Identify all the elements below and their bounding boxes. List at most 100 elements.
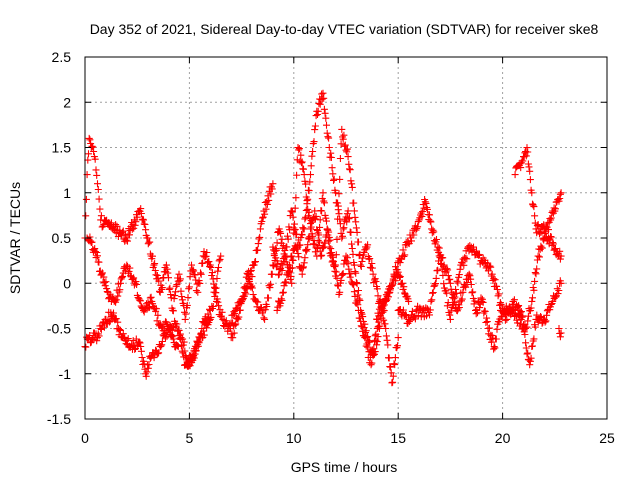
data-point-2 [167,331,175,339]
data-point-5 [369,270,377,278]
x-tick-label: 20 [495,430,511,446]
data-point-7 [462,283,470,291]
data-point-5 [368,260,376,267]
data-point-5 [302,193,310,201]
data-point-1 [130,224,138,232]
data-point-2 [179,341,187,349]
data-point-1 [91,155,99,163]
data-point-5 [323,217,330,225]
data-point-7 [517,308,525,316]
data-point-2 [203,324,211,332]
data-point-4 [314,111,321,118]
data-point-4 [261,306,269,314]
data-point-9 [524,160,532,168]
data-point-5 [270,246,278,254]
data-point-5 [383,336,391,344]
data-point-2 [216,255,224,263]
data-point-0 [82,343,90,351]
data-point-7 [422,199,430,207]
data-point-3 [267,190,275,198]
data-point-3 [171,292,179,300]
data-point-3 [189,266,197,274]
data-point-7 [386,286,394,294]
data-point-8 [470,243,477,251]
data-point-0 [145,361,153,368]
data-point-3 [248,273,256,281]
data-point-8 [530,335,538,343]
data-point-4 [260,314,268,322]
data-point-4 [340,224,348,232]
data-point-0 [129,337,137,345]
data-point-4 [372,336,380,344]
data-point-3 [144,240,152,248]
data-point-0 [158,341,166,349]
data-point-0 [105,318,113,326]
data-point-5 [364,241,372,249]
data-point-7 [455,304,463,311]
data-point-0 [116,326,124,334]
data-point-8 [447,307,455,315]
data-point-2 [152,305,160,313]
data-point-5 [290,229,298,237]
data-point-3 [207,263,215,271]
data-point-5 [273,257,281,265]
data-point-5 [343,145,351,153]
data-point-5 [352,224,360,232]
data-point-4 [350,261,358,269]
data-point-7 [490,343,498,351]
data-point-5 [300,171,308,179]
data-point-1 [94,180,101,188]
data-point-2 [147,293,155,301]
data-point-6 [288,252,296,260]
data-point-7 [418,212,426,220]
data-point-6 [277,295,285,303]
data-point-3 [166,284,174,292]
data-point-8 [488,270,496,278]
data-point-5 [365,255,373,263]
data-point-0 [95,332,103,340]
data-point-3 [222,317,230,325]
data-point-2 [192,347,200,354]
data-point-8 [463,255,471,263]
data-point-8 [451,293,459,301]
data-point-6 [311,207,319,215]
data-point-5 [382,332,390,340]
data-point-4 [248,284,256,292]
data-point-9 [526,167,534,175]
data-point-4 [245,267,253,275]
data-point-2 [146,303,153,311]
data-point-1 [85,134,93,142]
data-point-7 [429,226,437,234]
data-marks [81,89,565,387]
data-point-5 [368,264,376,272]
data-point-1 [99,222,107,230]
data-point-5 [336,155,344,162]
data-point-4 [332,189,340,197]
data-point-2 [94,252,101,260]
data-point-6 [278,296,286,304]
data-point-6 [372,330,380,338]
data-point-4 [291,226,299,234]
data-point-0 [173,320,181,328]
data-point-2 [186,362,194,370]
data-point-8 [554,290,562,298]
data-point-4 [299,224,307,232]
data-point-6 [303,245,311,253]
data-point-9 [530,203,538,211]
data-point-6 [364,343,372,351]
data-point-6 [396,273,404,281]
data-point-0 [142,372,150,380]
data-point-1 [97,212,105,220]
data-point-1 [137,205,145,213]
data-point-8 [449,301,457,309]
data-point-4 [235,313,243,321]
data-point-5 [339,135,347,143]
data-point-3 [256,225,264,233]
data-point-2 [146,294,154,302]
data-point-3 [181,315,189,323]
data-point-6 [286,261,294,269]
data-point-4 [267,280,275,288]
data-point-2 [136,296,144,304]
data-point-3 [173,281,181,289]
data-point-8 [546,306,554,314]
